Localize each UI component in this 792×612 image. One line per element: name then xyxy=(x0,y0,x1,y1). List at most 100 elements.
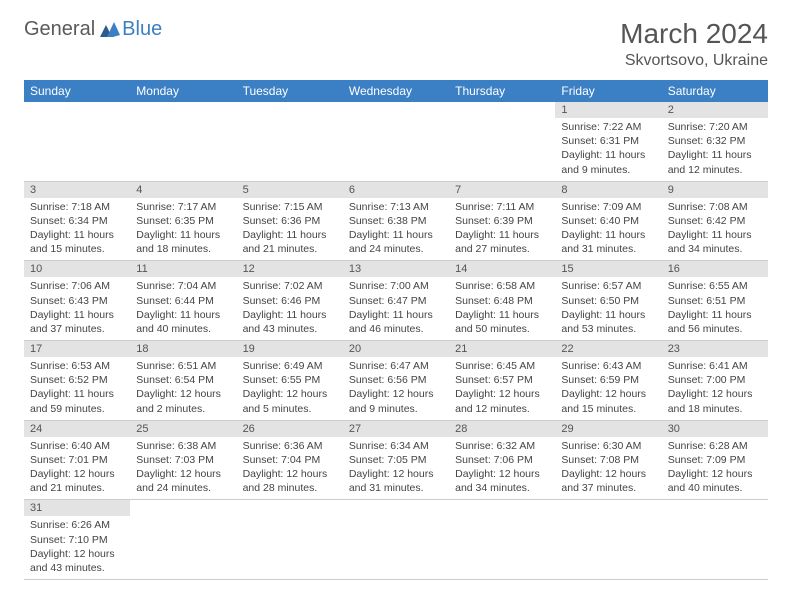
calendar-cell: 11Sunrise: 7:04 AMSunset: 6:44 PMDayligh… xyxy=(130,261,236,341)
calendar-cell xyxy=(130,102,236,181)
day-details: Sunrise: 6:57 AMSunset: 6:50 PMDaylight:… xyxy=(555,277,661,340)
day-details: Sunrise: 6:55 AMSunset: 6:51 PMDaylight:… xyxy=(662,277,768,340)
calendar-cell xyxy=(449,102,555,181)
day-number: 14 xyxy=(449,261,555,277)
day-details: Sunrise: 6:36 AMSunset: 7:04 PMDaylight:… xyxy=(237,437,343,500)
calendar-cell: 17Sunrise: 6:53 AMSunset: 6:52 PMDayligh… xyxy=(24,341,130,421)
day-details: Sunrise: 6:30 AMSunset: 7:08 PMDaylight:… xyxy=(555,437,661,500)
day-details: Sunrise: 7:18 AMSunset: 6:34 PMDaylight:… xyxy=(24,198,130,261)
calendar-cell xyxy=(237,102,343,181)
calendar-cell: 12Sunrise: 7:02 AMSunset: 6:46 PMDayligh… xyxy=(237,261,343,341)
logo: General Blue xyxy=(24,18,162,41)
day-details: Sunrise: 7:06 AMSunset: 6:43 PMDaylight:… xyxy=(24,277,130,340)
calendar-cell: 23Sunrise: 6:41 AMSunset: 7:00 PMDayligh… xyxy=(662,341,768,421)
calendar-cell: 3Sunrise: 7:18 AMSunset: 6:34 PMDaylight… xyxy=(24,181,130,261)
day-number: 9 xyxy=(662,182,768,198)
calendar-cell xyxy=(343,500,449,580)
day-details: Sunrise: 6:53 AMSunset: 6:52 PMDaylight:… xyxy=(24,357,130,420)
calendar-body: 1Sunrise: 7:22 AMSunset: 6:31 PMDaylight… xyxy=(24,102,768,580)
day-number: 5 xyxy=(237,182,343,198)
day-number: 18 xyxy=(130,341,236,357)
weekday-header: Monday xyxy=(130,80,236,102)
month-title: March 2024 xyxy=(620,18,768,50)
calendar-cell xyxy=(237,500,343,580)
calendar-cell: 27Sunrise: 6:34 AMSunset: 7:05 PMDayligh… xyxy=(343,420,449,500)
day-details: Sunrise: 7:20 AMSunset: 6:32 PMDaylight:… xyxy=(662,118,768,181)
calendar-cell xyxy=(555,500,661,580)
day-number: 25 xyxy=(130,421,236,437)
calendar-cell: 21Sunrise: 6:45 AMSunset: 6:57 PMDayligh… xyxy=(449,341,555,421)
calendar-cell: 22Sunrise: 6:43 AMSunset: 6:59 PMDayligh… xyxy=(555,341,661,421)
calendar-cell xyxy=(130,500,236,580)
day-number: 6 xyxy=(343,182,449,198)
day-number: 21 xyxy=(449,341,555,357)
flag-icon xyxy=(100,22,120,37)
day-details: Sunrise: 7:22 AMSunset: 6:31 PMDaylight:… xyxy=(555,118,661,181)
day-number: 28 xyxy=(449,421,555,437)
calendar-cell: 31Sunrise: 6:26 AMSunset: 7:10 PMDayligh… xyxy=(24,500,130,580)
day-number: 2 xyxy=(662,102,768,118)
day-number: 3 xyxy=(24,182,130,198)
day-number: 4 xyxy=(130,182,236,198)
title-block: March 2024 Skvortsovo, Ukraine xyxy=(620,18,768,70)
calendar-cell: 20Sunrise: 6:47 AMSunset: 6:56 PMDayligh… xyxy=(343,341,449,421)
calendar-cell: 9Sunrise: 7:08 AMSunset: 6:42 PMDaylight… xyxy=(662,181,768,261)
day-details: Sunrise: 6:38 AMSunset: 7:03 PMDaylight:… xyxy=(130,437,236,500)
calendar-cell xyxy=(24,102,130,181)
day-number: 17 xyxy=(24,341,130,357)
calendar-cell: 4Sunrise: 7:17 AMSunset: 6:35 PMDaylight… xyxy=(130,181,236,261)
day-details: Sunrise: 6:26 AMSunset: 7:10 PMDaylight:… xyxy=(24,516,130,579)
calendar-cell: 14Sunrise: 6:58 AMSunset: 6:48 PMDayligh… xyxy=(449,261,555,341)
day-details: Sunrise: 7:13 AMSunset: 6:38 PMDaylight:… xyxy=(343,198,449,261)
day-number: 1 xyxy=(555,102,661,118)
day-number: 29 xyxy=(555,421,661,437)
day-number: 8 xyxy=(555,182,661,198)
calendar-row: 3Sunrise: 7:18 AMSunset: 6:34 PMDaylight… xyxy=(24,181,768,261)
day-number: 16 xyxy=(662,261,768,277)
weekday-header: Friday xyxy=(555,80,661,102)
day-details: Sunrise: 7:00 AMSunset: 6:47 PMDaylight:… xyxy=(343,277,449,340)
day-number: 12 xyxy=(237,261,343,277)
calendar-cell: 28Sunrise: 6:32 AMSunset: 7:06 PMDayligh… xyxy=(449,420,555,500)
day-details: Sunrise: 7:02 AMSunset: 6:46 PMDaylight:… xyxy=(237,277,343,340)
weekday-header: Tuesday xyxy=(237,80,343,102)
day-number: 20 xyxy=(343,341,449,357)
day-number: 15 xyxy=(555,261,661,277)
header: General Blue March 2024 Skvortsovo, Ukra… xyxy=(24,18,768,70)
calendar-row: 31Sunrise: 6:26 AMSunset: 7:10 PMDayligh… xyxy=(24,500,768,580)
calendar-cell: 1Sunrise: 7:22 AMSunset: 6:31 PMDaylight… xyxy=(555,102,661,181)
calendar-cell: 24Sunrise: 6:40 AMSunset: 7:01 PMDayligh… xyxy=(24,420,130,500)
day-details: Sunrise: 6:51 AMSunset: 6:54 PMDaylight:… xyxy=(130,357,236,420)
calendar-table: SundayMondayTuesdayWednesdayThursdayFrid… xyxy=(24,80,768,580)
calendar-row: 1Sunrise: 7:22 AMSunset: 6:31 PMDaylight… xyxy=(24,102,768,181)
day-details: Sunrise: 6:47 AMSunset: 6:56 PMDaylight:… xyxy=(343,357,449,420)
day-details: Sunrise: 7:04 AMSunset: 6:44 PMDaylight:… xyxy=(130,277,236,340)
calendar-row: 24Sunrise: 6:40 AMSunset: 7:01 PMDayligh… xyxy=(24,420,768,500)
logo-text-general: General xyxy=(24,18,95,41)
calendar-cell: 8Sunrise: 7:09 AMSunset: 6:40 PMDaylight… xyxy=(555,181,661,261)
day-details: Sunrise: 7:17 AMSunset: 6:35 PMDaylight:… xyxy=(130,198,236,261)
day-details: Sunrise: 6:34 AMSunset: 7:05 PMDaylight:… xyxy=(343,437,449,500)
day-details: Sunrise: 6:58 AMSunset: 6:48 PMDaylight:… xyxy=(449,277,555,340)
calendar-cell: 26Sunrise: 6:36 AMSunset: 7:04 PMDayligh… xyxy=(237,420,343,500)
day-number: 31 xyxy=(24,500,130,516)
day-details: Sunrise: 6:28 AMSunset: 7:09 PMDaylight:… xyxy=(662,437,768,500)
calendar-cell xyxy=(449,500,555,580)
day-number: 23 xyxy=(662,341,768,357)
day-number: 30 xyxy=(662,421,768,437)
calendar-cell: 6Sunrise: 7:13 AMSunset: 6:38 PMDaylight… xyxy=(343,181,449,261)
calendar-row: 17Sunrise: 6:53 AMSunset: 6:52 PMDayligh… xyxy=(24,341,768,421)
day-number: 7 xyxy=(449,182,555,198)
day-number: 10 xyxy=(24,261,130,277)
day-number: 19 xyxy=(237,341,343,357)
weekday-header: Wednesday xyxy=(343,80,449,102)
day-details: Sunrise: 6:32 AMSunset: 7:06 PMDaylight:… xyxy=(449,437,555,500)
day-details: Sunrise: 6:45 AMSunset: 6:57 PMDaylight:… xyxy=(449,357,555,420)
calendar-cell: 15Sunrise: 6:57 AMSunset: 6:50 PMDayligh… xyxy=(555,261,661,341)
day-details: Sunrise: 7:11 AMSunset: 6:39 PMDaylight:… xyxy=(449,198,555,261)
weekday-header: Saturday xyxy=(662,80,768,102)
calendar-cell: 30Sunrise: 6:28 AMSunset: 7:09 PMDayligh… xyxy=(662,420,768,500)
day-number: 22 xyxy=(555,341,661,357)
calendar-cell: 29Sunrise: 6:30 AMSunset: 7:08 PMDayligh… xyxy=(555,420,661,500)
day-number: 13 xyxy=(343,261,449,277)
